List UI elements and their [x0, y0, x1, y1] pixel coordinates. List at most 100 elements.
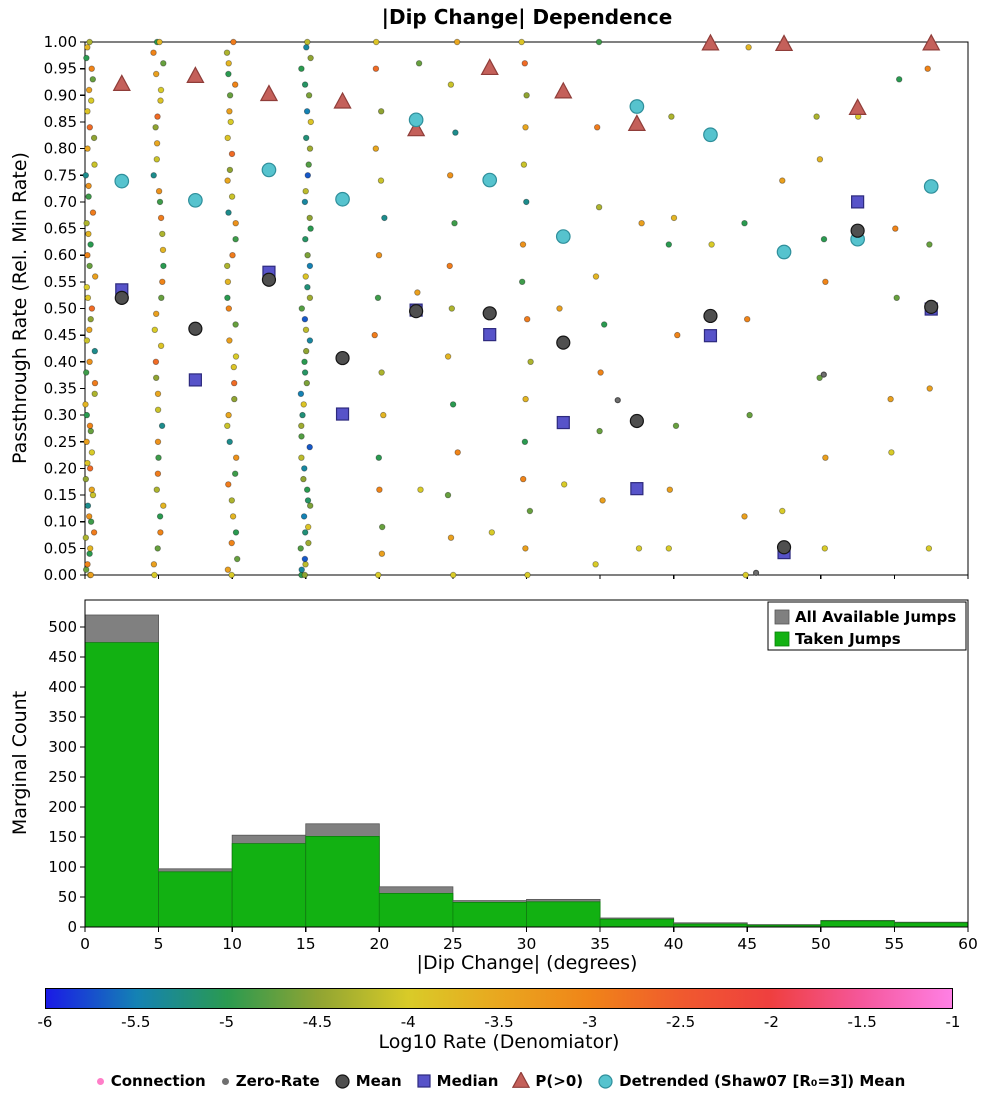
scatter-point: [306, 262, 314, 270]
histogram-legend-label: All Available Jumps: [795, 608, 956, 626]
scatter-point: [523, 198, 530, 206]
scatter-point: [307, 502, 314, 509]
scatter-point: [83, 438, 90, 445]
scatter-point: [84, 459, 91, 467]
scatter-point: [301, 198, 309, 206]
scatter-point: [372, 65, 380, 72]
scatter-point: [301, 358, 308, 365]
top-y-tick-label: 0.95: [44, 60, 77, 78]
mean-marker: [114, 290, 129, 305]
zero-rate-dot-icon: [221, 1077, 229, 1085]
scatter-point: [450, 571, 457, 579]
scatter-point: [88, 305, 96, 312]
legend-item-label: Detrended (Shaw07 [R₀=3]) Mean: [619, 1072, 906, 1090]
scatter-point: [84, 44, 91, 51]
scatter-point: [231, 395, 238, 403]
scatter-point: [305, 523, 312, 531]
scatter-point: [521, 438, 529, 445]
top-plot-frame: [84, 41, 969, 576]
scatter-point: [90, 529, 98, 536]
detrended-mean-marker: [482, 172, 498, 188]
scatter-point: [88, 449, 96, 456]
scatter-point: [88, 486, 95, 493]
scatter-point: [226, 108, 233, 115]
scatter-point: [303, 134, 310, 142]
scatter-point: [306, 294, 314, 301]
scatter-point: [152, 310, 160, 317]
scatter-point: [91, 347, 98, 355]
scatter-point: [154, 438, 162, 445]
scatter-point: [90, 134, 98, 142]
scatter-point: [230, 363, 237, 371]
top-y-tick-label: 0.35: [44, 379, 77, 397]
scatter-point: [82, 475, 89, 483]
scatter-point: [89, 209, 97, 216]
detrended-circle-icon: [598, 1073, 613, 1089]
scatter-point: [224, 134, 231, 142]
scatter-point: [417, 486, 424, 493]
scatter-point: [306, 145, 314, 152]
scatter-point: [160, 262, 167, 270]
scatter-point: [231, 81, 239, 88]
median-marker: [556, 415, 570, 430]
scatter-point: [527, 358, 534, 365]
bottom-x-tick-label: 45: [737, 935, 757, 953]
legend-item-label: Mean: [355, 1072, 402, 1090]
scatter-point: [85, 193, 92, 200]
scatter-point: [84, 502, 92, 509]
p-gt0-marker: [480, 58, 499, 76]
p-gt0-marker: [848, 98, 867, 115]
legend-item: Zero-Rate: [220, 1072, 320, 1090]
scatter-point: [452, 129, 459, 136]
scatter-point: [822, 278, 829, 285]
scatter-point: [84, 561, 91, 568]
scatter-point: [595, 203, 603, 211]
legend-item-label: Zero-Rate: [235, 1072, 320, 1090]
scatter-point: [668, 113, 675, 120]
scatter-point: [223, 49, 231, 56]
scatter-point: [159, 246, 167, 254]
detrended-mean-marker: [335, 191, 350, 207]
top-y-tick-label: 0.60: [44, 246, 77, 264]
scatter-point: [232, 321, 239, 328]
scatter-point: [779, 507, 786, 515]
top-y-tick-label: 0.80: [44, 140, 77, 158]
scatter-point: [524, 316, 531, 323]
scatter-point: [449, 401, 457, 408]
scatter-point: [304, 172, 311, 179]
colorbar-tick-label: -1: [945, 1013, 961, 1031]
scatter-point: [150, 172, 157, 179]
bar-taken: [158, 871, 233, 928]
scatter-point: [306, 214, 313, 222]
mean-marker: [850, 223, 865, 238]
scatter-point: [298, 422, 305, 429]
colorbar-tick-label: -2: [763, 1013, 779, 1031]
scatter-point: [556, 305, 563, 312]
scatter-point: [306, 443, 313, 451]
colorbar-gradient: [45, 988, 953, 1009]
scatter-point: [302, 529, 309, 536]
scatter-point: [377, 177, 385, 184]
scatter-point: [225, 70, 232, 78]
scatter-point: [225, 209, 232, 216]
legend-item: Detrended (Shaw07 [R₀=3]) Mean: [597, 1072, 905, 1090]
p-gt0-marker: [774, 34, 794, 52]
detrended-mean-marker: [629, 99, 645, 114]
scatter-point: [822, 454, 829, 461]
scatter-point: [304, 497, 312, 504]
histogram-legend-label: Taken Jumps: [795, 630, 901, 648]
scatter-point: [378, 108, 385, 115]
scatter-point: [301, 316, 309, 323]
scatter-point: [374, 294, 382, 301]
scatter-point: [152, 70, 160, 78]
scatter-point: [157, 214, 165, 222]
connection-dot-icon: [96, 1077, 104, 1085]
scatter-point: [87, 316, 94, 323]
scatter-point: [301, 369, 309, 376]
scatter-point: [85, 230, 92, 238]
scatter-point: [228, 193, 236, 200]
scatter-point: [745, 44, 752, 51]
bottom-x-tick-label: 55: [885, 935, 905, 953]
scatter-point: [594, 124, 601, 131]
